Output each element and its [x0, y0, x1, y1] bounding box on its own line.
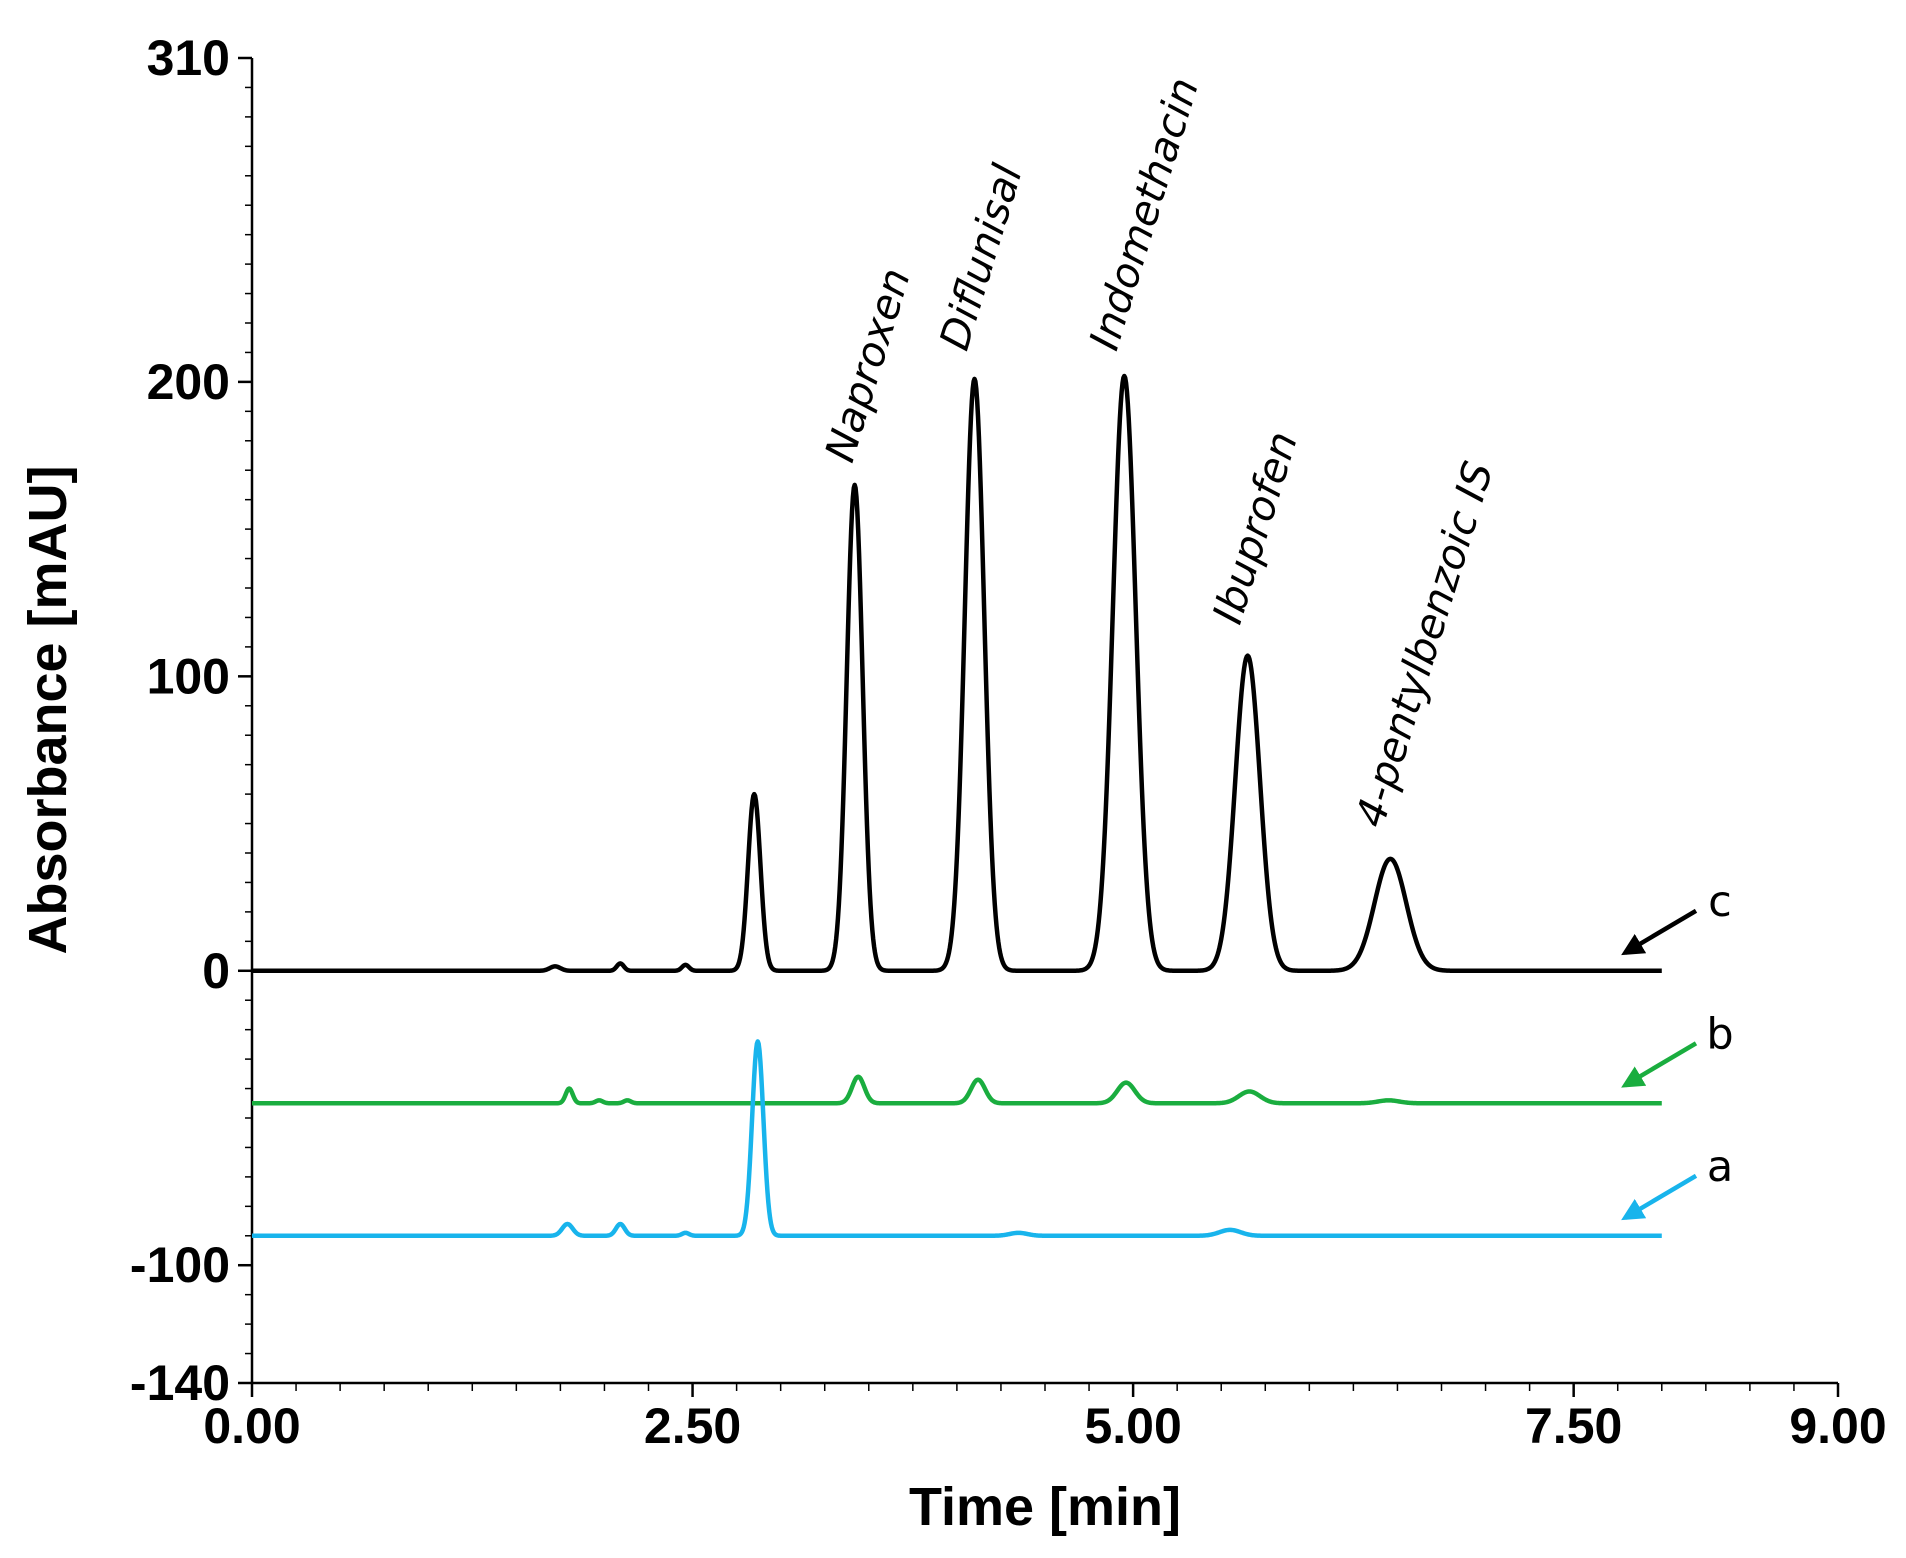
y-tick-label: 0	[202, 943, 230, 999]
trace-labels: c b a	[1621, 877, 1734, 1221]
trace-a-line	[250, 1039, 1664, 1239]
trace-c-line	[250, 373, 1664, 974]
traces	[250, 373, 1664, 1239]
peak-label: Ibuprofen	[1203, 426, 1307, 629]
y-tick-label: 310	[147, 30, 230, 86]
x-tick-label: 5.00	[1084, 1398, 1181, 1454]
x-tick-label: 9.00	[1789, 1398, 1886, 1454]
trace-a-label: a	[1707, 1142, 1733, 1192]
peak-label: Diflunisal	[930, 158, 1032, 355]
peak-label: Indomethacin	[1080, 72, 1208, 355]
trace-b-line	[250, 1074, 1664, 1106]
trace-a-arrow	[1621, 1173, 1698, 1221]
peak-label: Naproxen	[816, 263, 920, 468]
trace-c-label: c	[1708, 877, 1732, 927]
trace-b-label: b	[1706, 1009, 1733, 1059]
x-axis-title: Time [min]	[909, 1477, 1181, 1537]
peak-label: 4-pentylbenzoic IS	[1346, 456, 1503, 832]
y-axis-title: Absorbance [mAU]	[18, 465, 78, 954]
y-axis: 310 200 100 0 -100 -140	[130, 30, 254, 1411]
x-axis: 0.00 2.50 5.00 7.50 9.00	[203, 1381, 1887, 1454]
y-tick-label: -100	[130, 1237, 230, 1293]
trace-b-arrow	[1621, 1041, 1698, 1088]
trace-c-arrow	[1621, 908, 1698, 956]
y-tick-label: 100	[147, 648, 230, 704]
x-tick-label: 7.50	[1525, 1398, 1622, 1454]
y-tick-label: -140	[130, 1355, 230, 1411]
x-tick-label: 0.00	[203, 1398, 300, 1454]
y-tick-label: 200	[147, 354, 230, 410]
x-tick-label: 2.50	[644, 1398, 741, 1454]
